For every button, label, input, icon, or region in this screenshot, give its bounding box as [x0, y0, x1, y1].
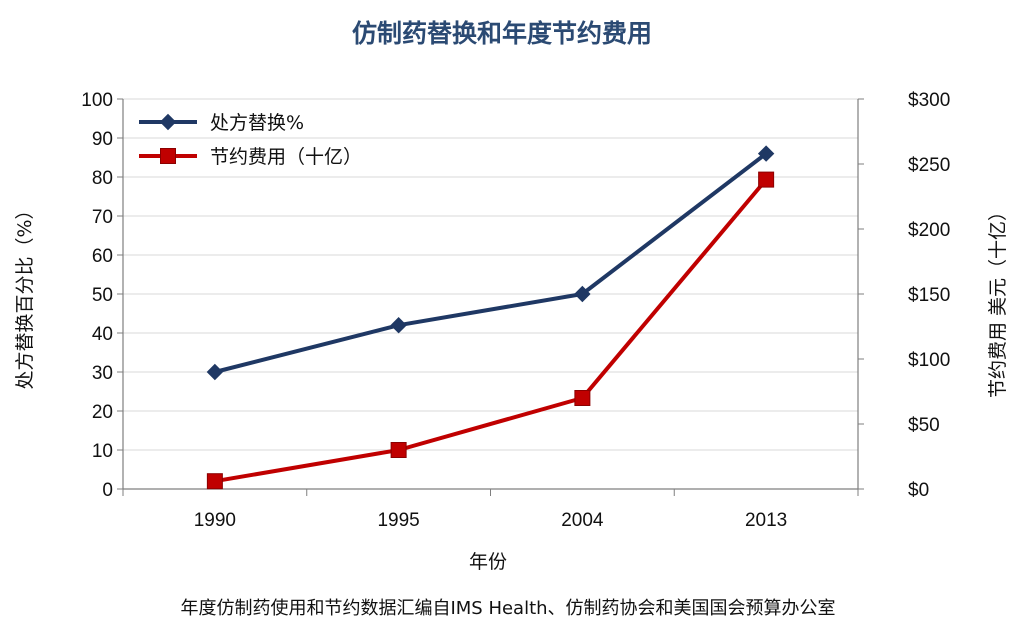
- x-tick-label: 1990: [194, 510, 236, 531]
- left-tick-label: 70: [92, 207, 113, 228]
- left-tick-label: 60: [92, 246, 113, 267]
- left-tick-label: 0: [102, 480, 113, 501]
- right-tick-label: $150: [908, 285, 950, 306]
- series-line: [214, 178, 768, 484]
- x-tick-label: 2013: [745, 510, 787, 531]
- legend-label: 节约费用（十亿）: [210, 146, 362, 168]
- right-tick-label: $250: [908, 155, 950, 176]
- data-point: [206, 363, 224, 381]
- left-axis-ticks: 0 10 20 30 40 50 60 70 80 90 100: [81, 90, 123, 501]
- data-point: [206, 473, 223, 490]
- legend-marker: [159, 113, 177, 131]
- series-1: [206, 145, 775, 381]
- left-tick-label: 50: [92, 285, 113, 306]
- left-tick-label: 90: [92, 129, 113, 150]
- left-tick-label: 10: [92, 441, 113, 462]
- y-axis-label-left: 处方替换百分比（%）: [14, 200, 36, 389]
- right-tick-label: $300: [908, 90, 950, 111]
- source-note: 年度仿制药使用和节约数据汇编自IMS Health、仿制药协会和美国国会预算办公…: [180, 598, 835, 619]
- right-axis-ticks: $0 $50 $100 $150 $200 $250 $300: [858, 90, 950, 501]
- legend-label: 处方替换%: [210, 112, 304, 134]
- data-point: [574, 285, 591, 303]
- x-axis-ticks: 1990 1995 2004 2013: [122, 489, 859, 531]
- x-tick-label: 1995: [377, 510, 419, 531]
- data-point: [758, 171, 775, 188]
- left-tick-label: 40: [92, 324, 113, 345]
- series-layer: [206, 145, 775, 490]
- legend-item: 节约费用（十亿）: [139, 146, 362, 168]
- series-line: [214, 152, 768, 374]
- data-point: [574, 390, 591, 406]
- x-tick-label: 2004: [561, 510, 604, 531]
- left-tick-label: 20: [92, 402, 113, 423]
- left-tick-label: 30: [92, 363, 113, 384]
- right-tick-label: $100: [908, 350, 950, 371]
- y-axis-label-right: 节约费用 美元（十亿）: [987, 202, 1009, 398]
- left-tick-label: 80: [92, 168, 113, 189]
- data-point: [390, 442, 407, 458]
- chart-title: 仿制药替换和年度节约费用: [352, 19, 652, 48]
- legend-item: 处方替换%: [139, 112, 304, 134]
- data-point: [390, 316, 407, 334]
- left-tick-label: 100: [81, 90, 113, 111]
- right-tick-label: $200: [908, 220, 950, 241]
- legend-marker: [160, 148, 176, 164]
- series-2: [206, 171, 775, 490]
- legend: 处方替换% 节约费用（十亿）: [139, 112, 362, 168]
- right-tick-label: $0: [908, 480, 929, 501]
- x-axis-label: 年份: [469, 551, 507, 573]
- gridlines: [123, 98, 858, 490]
- data-point: [757, 145, 775, 162]
- right-tick-label: $50: [908, 415, 940, 436]
